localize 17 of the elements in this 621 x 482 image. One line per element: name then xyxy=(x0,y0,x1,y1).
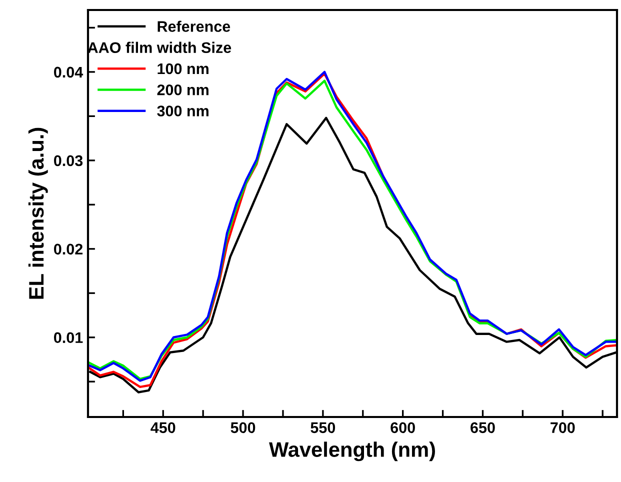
x-tick-label: 650 xyxy=(470,422,495,434)
y-tick-label: 0.01 xyxy=(54,332,83,344)
x-axis-title: Wavelength (nm) xyxy=(269,442,435,462)
y-tick-label: 0.03 xyxy=(54,155,83,166)
x-tick-label: 550 xyxy=(310,422,336,434)
legend-label: 200 nm xyxy=(157,84,208,96)
x-tick-label: 500 xyxy=(230,422,256,434)
legend-label: 300 nm xyxy=(157,106,208,116)
x-tick-label: 700 xyxy=(550,422,575,434)
y-tick-label: 0.04 xyxy=(54,66,84,78)
x-tick-label: 450 xyxy=(150,422,176,434)
x-tick-label: 600 xyxy=(390,422,415,434)
legend-title: AAO film width Size xyxy=(88,42,232,54)
legend-label: Reference xyxy=(158,20,230,32)
y-axis-title: EL intensity (a.u.) xyxy=(28,128,48,299)
y-tick-label: 0.02 xyxy=(54,244,83,255)
legend-label: 100 nm xyxy=(158,63,208,74)
